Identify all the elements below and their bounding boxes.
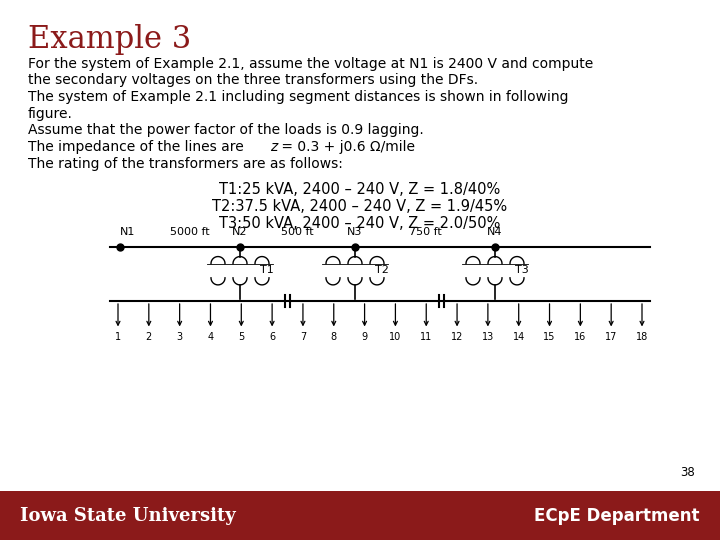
Text: 750 ft: 750 ft bbox=[409, 227, 441, 238]
Text: 16: 16 bbox=[575, 333, 587, 342]
Text: ECpE Department: ECpE Department bbox=[534, 507, 700, 525]
Text: the secondary voltages on the three transformers using the DFs.: the secondary voltages on the three tran… bbox=[28, 73, 478, 87]
Text: figure.: figure. bbox=[28, 107, 73, 120]
Text: Assume that the power factor of the loads is 0.9 lagging.: Assume that the power factor of the load… bbox=[28, 123, 424, 137]
Text: N4: N4 bbox=[487, 227, 503, 238]
Text: 5000 ft: 5000 ft bbox=[170, 227, 210, 238]
Text: 38: 38 bbox=[680, 466, 695, 480]
Text: 1: 1 bbox=[115, 333, 121, 342]
Text: 18: 18 bbox=[636, 333, 648, 342]
Text: 4: 4 bbox=[207, 333, 214, 342]
Text: The impedance of the lines are: The impedance of the lines are bbox=[28, 140, 248, 154]
Text: = 0.3 + j0.6 Ω/mile: = 0.3 + j0.6 Ω/mile bbox=[277, 140, 415, 154]
Text: The system of Example 2.1 including segment distances is shown in following: The system of Example 2.1 including segm… bbox=[28, 90, 569, 104]
Text: 17: 17 bbox=[605, 333, 617, 342]
Text: N1: N1 bbox=[120, 227, 135, 238]
Text: Iowa State University: Iowa State University bbox=[20, 507, 235, 525]
Text: 13: 13 bbox=[482, 333, 494, 342]
Text: 8: 8 bbox=[330, 333, 337, 342]
Text: 6: 6 bbox=[269, 333, 275, 342]
Text: T2: T2 bbox=[375, 265, 389, 275]
Text: T3: T3 bbox=[515, 265, 528, 275]
Text: z: z bbox=[270, 140, 277, 154]
Text: 10: 10 bbox=[390, 333, 402, 342]
Text: The rating of the transformers are as follows:: The rating of the transformers are as fo… bbox=[28, 157, 343, 171]
Text: T1:25 kVA, 2400 – 240 V, Z = 1.8/40%: T1:25 kVA, 2400 – 240 V, Z = 1.8/40% bbox=[220, 182, 500, 197]
Text: 2: 2 bbox=[145, 333, 152, 342]
Text: 7: 7 bbox=[300, 333, 306, 342]
Text: T2:37.5 kVA, 2400 – 240 V, Z = 1.9/45%: T2:37.5 kVA, 2400 – 240 V, Z = 1.9/45% bbox=[212, 199, 508, 214]
Text: 9: 9 bbox=[361, 333, 368, 342]
Text: 500 ft: 500 ft bbox=[282, 227, 314, 238]
Text: 3: 3 bbox=[176, 333, 183, 342]
Text: 5: 5 bbox=[238, 333, 244, 342]
Text: 12: 12 bbox=[451, 333, 463, 342]
Text: T1: T1 bbox=[260, 265, 274, 275]
Text: N2: N2 bbox=[233, 227, 248, 238]
Text: Example 3: Example 3 bbox=[28, 24, 192, 55]
Text: 14: 14 bbox=[513, 333, 525, 342]
Text: 11: 11 bbox=[420, 333, 433, 342]
Text: N3: N3 bbox=[347, 227, 363, 238]
Text: 15: 15 bbox=[544, 333, 556, 342]
Text: For the system of Example 2.1, assume the voltage at N1 is 2400 V and compute: For the system of Example 2.1, assume th… bbox=[28, 57, 593, 71]
Text: T3:50 kVA, 2400 – 240 V, Z = 2.0/50%: T3:50 kVA, 2400 – 240 V, Z = 2.0/50% bbox=[220, 216, 500, 231]
